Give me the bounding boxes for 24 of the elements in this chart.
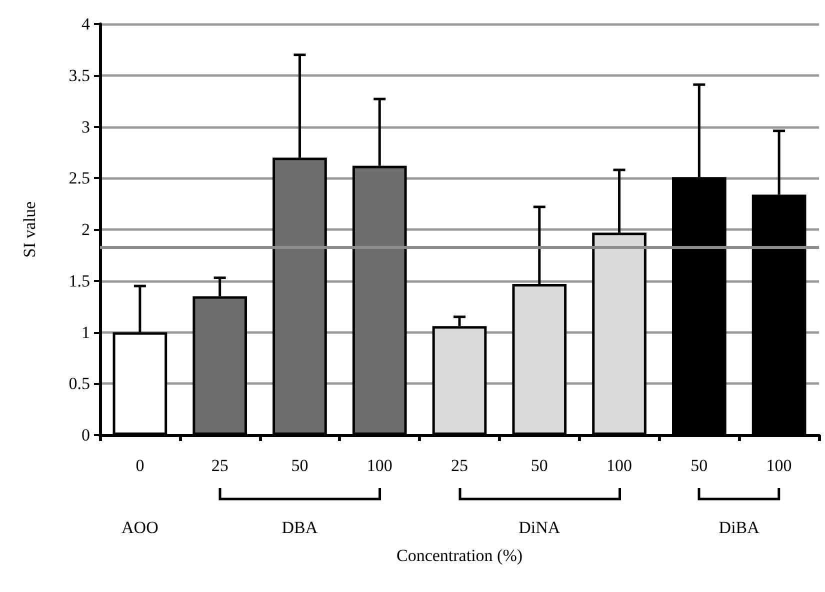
- x-tick-label: 100: [606, 456, 632, 475]
- y-tick-label: 4: [82, 14, 90, 34]
- x-tick-label: 100: [766, 456, 792, 475]
- y-tick-label: 2.5: [68, 168, 90, 188]
- y-axis-title: SI value: [20, 201, 39, 258]
- y-tick-label: 1: [82, 322, 90, 342]
- x-axis-title: Concentration (%): [396, 546, 523, 565]
- x-tick-label: 0: [136, 456, 144, 475]
- y-tick-label: 0: [82, 426, 90, 444]
- x-tick-label: 25: [451, 456, 468, 475]
- y-tick-label: 0.5: [68, 374, 90, 394]
- x-tick-label: 25: [211, 456, 228, 475]
- x-tick-label: 100: [366, 456, 392, 475]
- y-tick-label: 1.5: [68, 271, 90, 290]
- y-tick-label: 2: [82, 220, 90, 239]
- text: DiNA: [518, 518, 560, 538]
- x-tick-label: 50: [291, 456, 308, 475]
- y-tick-label: 3: [82, 117, 90, 136]
- y-tick-label: 3.5: [68, 66, 90, 85]
- text: DBA: [282, 518, 318, 538]
- text: DiBA: [718, 518, 760, 538]
- x-tick-label: 50: [690, 456, 708, 475]
- text: AOO: [122, 518, 158, 538]
- x-tick-label: 50: [530, 456, 548, 475]
